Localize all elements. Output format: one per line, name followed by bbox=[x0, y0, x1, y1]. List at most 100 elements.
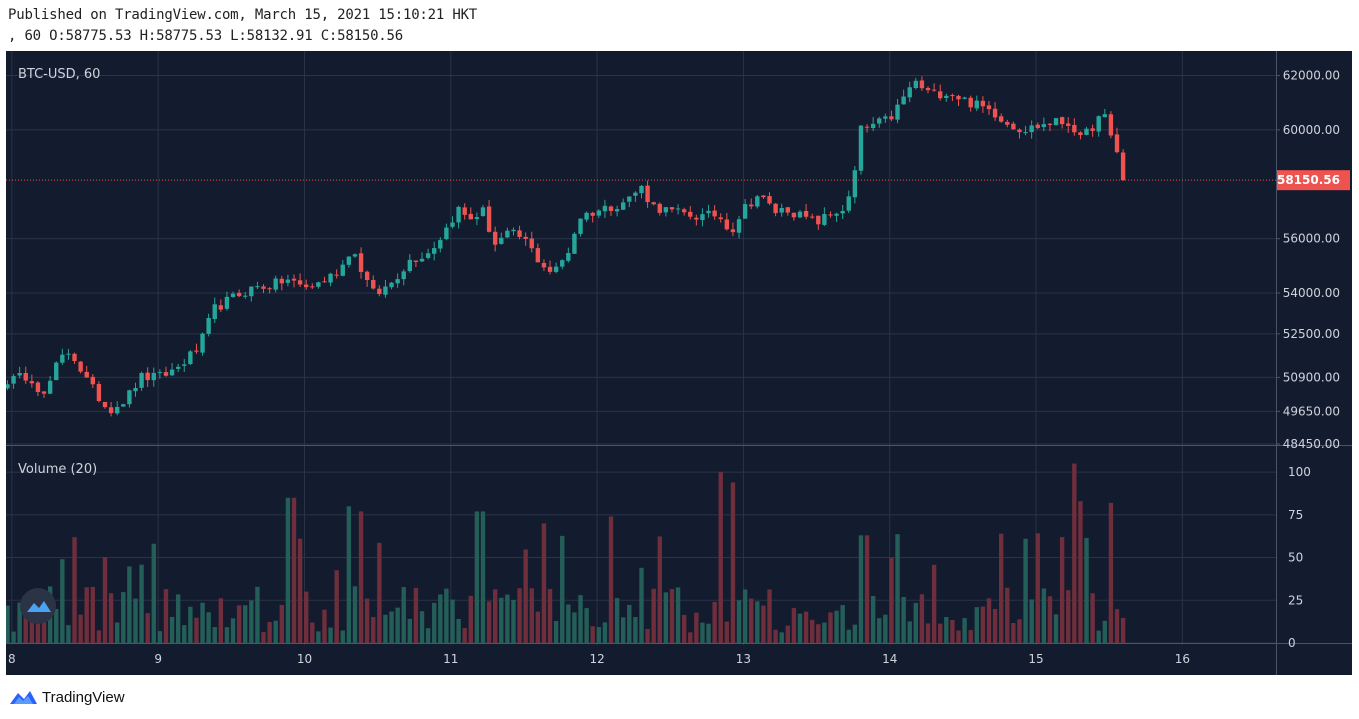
candle-body bbox=[950, 95, 955, 97]
candle-body bbox=[1059, 117, 1065, 125]
volume-bar bbox=[511, 599, 516, 643]
volume-bar bbox=[931, 564, 937, 643]
candle-body bbox=[1035, 124, 1040, 128]
candle-body bbox=[974, 100, 979, 109]
volume-bar bbox=[90, 586, 96, 643]
candle-body bbox=[883, 116, 888, 119]
candle-body bbox=[663, 207, 669, 213]
candle-body bbox=[1023, 132, 1028, 134]
candle-body bbox=[84, 371, 89, 378]
candle-body bbox=[60, 354, 65, 363]
candle-body bbox=[931, 89, 937, 91]
candle-body bbox=[803, 210, 809, 217]
volume-bar bbox=[1041, 588, 1047, 643]
candle-body bbox=[29, 381, 35, 384]
volume-bar bbox=[29, 607, 35, 643]
volume-bar bbox=[1035, 533, 1040, 643]
candle-body bbox=[413, 260, 419, 262]
candle-body bbox=[395, 279, 400, 284]
volume-bar bbox=[852, 624, 858, 643]
volume-bar bbox=[432, 602, 437, 643]
volume-bar bbox=[925, 623, 931, 643]
volume-bar bbox=[334, 570, 339, 643]
volume-bar bbox=[681, 614, 687, 643]
last-price-tag bbox=[1277, 170, 1350, 191]
volume-bar bbox=[980, 606, 986, 643]
candle-body bbox=[828, 214, 833, 216]
candle-body bbox=[1029, 125, 1034, 133]
volume-bar bbox=[1066, 590, 1071, 643]
candle-body bbox=[249, 286, 254, 297]
candle-body bbox=[255, 286, 260, 288]
volume-bar bbox=[188, 606, 193, 643]
volume-bar bbox=[444, 588, 449, 643]
footer-brand[interactable]: TradingView bbox=[42, 688, 125, 706]
volume-bar bbox=[303, 591, 309, 643]
candle-body bbox=[450, 222, 455, 227]
volume-bar bbox=[761, 605, 766, 643]
candle-body bbox=[681, 209, 687, 213]
candle-body bbox=[102, 401, 108, 408]
volume-bar bbox=[456, 619, 461, 643]
candle-body bbox=[541, 262, 547, 268]
candle-body bbox=[377, 288, 382, 295]
candle-body bbox=[401, 271, 406, 280]
volume-bar bbox=[273, 620, 278, 643]
volume-bar bbox=[340, 630, 345, 643]
candle-body bbox=[291, 278, 297, 281]
volume-bar bbox=[230, 618, 236, 643]
volume-bar bbox=[718, 472, 723, 643]
candle-body bbox=[419, 258, 425, 262]
volume-bar bbox=[541, 523, 547, 643]
volume-bar bbox=[450, 599, 455, 643]
tradingview-badge[interactable] bbox=[20, 588, 56, 624]
candle-body bbox=[627, 196, 632, 202]
candle-body bbox=[621, 202, 626, 210]
volume-bar bbox=[96, 630, 102, 643]
candle-body bbox=[17, 373, 22, 376]
volume-bar bbox=[779, 632, 784, 643]
volume-bar bbox=[395, 607, 400, 643]
candle-body bbox=[535, 248, 541, 263]
candle-body bbox=[1078, 132, 1083, 136]
candlestick-chart-svg[interactable]: 62000.00 60000.00 56000.00 54000.00 52500.00… bbox=[5, 51, 1352, 675]
volume-bar bbox=[407, 618, 413, 643]
volume-bar bbox=[261, 632, 266, 643]
volume-bar bbox=[310, 622, 315, 643]
volume-bar bbox=[950, 619, 955, 643]
candle-body bbox=[633, 192, 638, 196]
volume-tick-label: 25 bbox=[1288, 593, 1303, 607]
candle-body bbox=[212, 304, 217, 320]
candle-body bbox=[596, 210, 602, 216]
candle-body bbox=[5, 384, 10, 389]
candle-body bbox=[444, 227, 449, 240]
candle-body bbox=[200, 333, 205, 353]
candle-body bbox=[480, 207, 486, 217]
candle-body bbox=[1041, 124, 1047, 128]
time-tick-label: 8 bbox=[8, 652, 16, 666]
chart-panel[interactable]: 62000.00 60000.00 56000.00 54000.00 52500.00… bbox=[5, 51, 1352, 675]
volume-bar bbox=[669, 589, 675, 643]
candle-body bbox=[547, 266, 553, 272]
volume-bar bbox=[102, 557, 108, 643]
candle-body bbox=[895, 104, 900, 120]
candle-body bbox=[553, 266, 559, 272]
candle-body bbox=[755, 196, 760, 207]
volume-bar bbox=[1114, 609, 1120, 643]
candle-body bbox=[169, 369, 175, 376]
volume-bar bbox=[121, 592, 126, 643]
volume-bar bbox=[285, 497, 291, 643]
candle-body bbox=[194, 350, 199, 352]
candle-body bbox=[962, 97, 967, 99]
candle-body bbox=[864, 126, 870, 128]
candle-body bbox=[938, 91, 943, 99]
volume-bar bbox=[822, 622, 827, 643]
volume-bar bbox=[200, 602, 205, 643]
volume-bar bbox=[236, 605, 242, 643]
volume-bar bbox=[438, 594, 443, 643]
candle-body bbox=[499, 237, 504, 244]
volume-bar bbox=[998, 533, 1004, 643]
volume-bar bbox=[1029, 599, 1034, 643]
candle-body bbox=[358, 253, 364, 272]
volume-bar bbox=[578, 595, 583, 643]
